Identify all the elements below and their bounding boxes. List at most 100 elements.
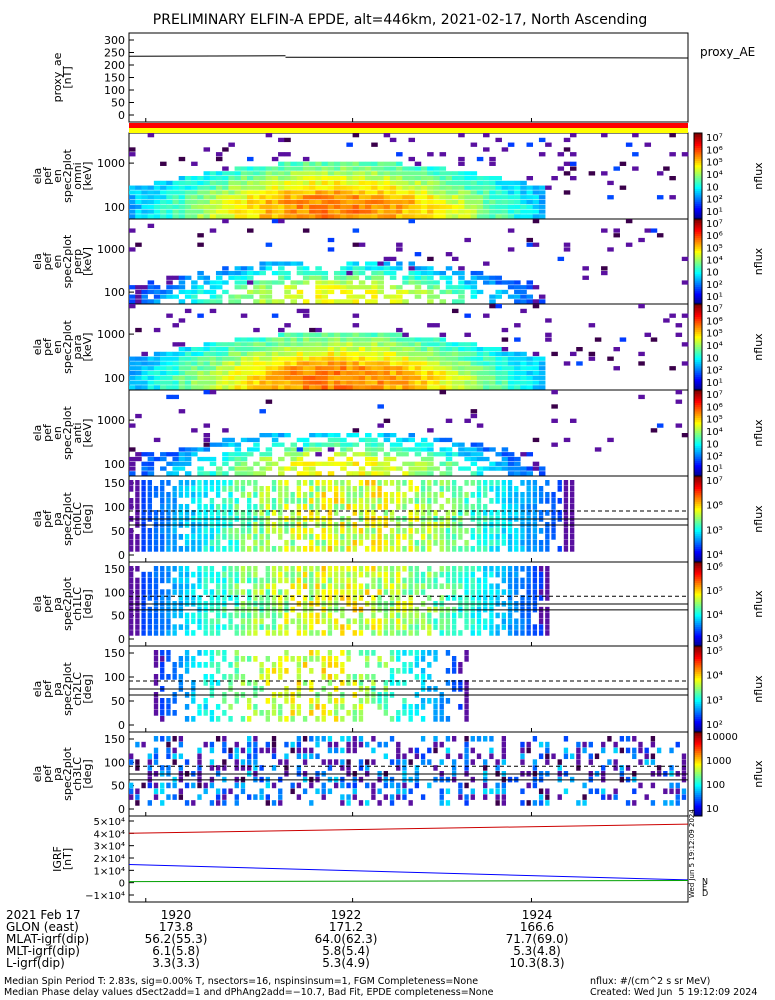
panel-en_para-cell	[464, 380, 471, 384]
panel-en_omni-cell	[235, 214, 242, 218]
panel-en_anti-cell	[340, 447, 347, 451]
proxy-ae-legend: proxy_AE	[700, 45, 755, 59]
panel-en_para-cell	[297, 380, 304, 384]
panel-en_anti-cell	[148, 462, 155, 466]
panel-en_omni-cell	[433, 205, 440, 209]
panel-pa_ch1-cell	[446, 584, 450, 590]
panel-en_perp-cell	[390, 257, 397, 261]
science-zone-bar-yellow	[129, 128, 688, 133]
panel-pa_ch0-cell	[284, 546, 288, 552]
panel-pa_ch0-cell	[415, 528, 419, 534]
panel-en_omni-cell	[334, 214, 341, 218]
panel-pa_ch2-cell	[390, 668, 394, 674]
panel-en_para-cell	[402, 357, 409, 361]
panel-en_para-cell	[508, 376, 515, 380]
panel-en_omni-cell	[322, 186, 329, 190]
panel-en_para-cell	[315, 361, 322, 365]
panel-en_para-cell	[160, 361, 167, 365]
panel-en_para-cell	[452, 361, 459, 365]
panel-en_omni-cell	[272, 214, 279, 218]
panel-en_omni-cbar-tick: 10²	[706, 195, 723, 206]
panel-pa_ch0-cell	[235, 480, 239, 486]
panel-pa_ch0-cell	[402, 534, 406, 540]
panel-pa_ch1-cell	[154, 619, 158, 625]
panel-en_anti-cell	[309, 447, 316, 451]
panel-en_perp-cbar-tick: 10²	[706, 280, 723, 291]
panel-pa_ch0-cell	[259, 546, 263, 552]
panel-en_omni-cell	[166, 181, 173, 185]
panel-pa_ch3-cell	[458, 783, 462, 789]
panel-en_omni-cell	[315, 186, 322, 190]
panel-en_omni-cell	[235, 205, 242, 209]
panel-pa_ch2-cell	[204, 650, 208, 656]
panel-en_anti-cell	[204, 433, 211, 437]
panel-en_omni-cell	[452, 176, 459, 180]
panel-pa_ch3-cell	[464, 736, 468, 742]
panel-pa_ch0-cell	[259, 540, 263, 546]
panel-en_perp-cell	[284, 276, 291, 280]
panel-en_perp-cell	[309, 276, 316, 280]
panel-pa_ch1-cell	[371, 630, 375, 636]
panel-en_para-cell	[440, 342, 447, 346]
panel-en_omni-cell	[415, 162, 422, 166]
panel-pa_ch0-cell	[421, 498, 425, 504]
panel-pa_ch0-ytick-label: 50	[111, 525, 125, 538]
panel-pa_ch1-cell	[204, 572, 208, 578]
panel-en_anti-cell	[446, 462, 453, 466]
panel-en_omni-cell	[433, 181, 440, 185]
panel-pa_ch1-cell	[309, 566, 313, 572]
panel-proxy_ae-ytick-label: 150	[104, 72, 125, 85]
panel-pa_ch0-cell	[185, 504, 189, 510]
panel-en_perp-cell	[508, 295, 515, 299]
panel-en_perp-cell	[228, 295, 235, 299]
panel-en_omni-cell	[669, 195, 676, 199]
panel-en_perp-cell	[520, 295, 527, 299]
panel-en_perp-cell	[533, 219, 540, 223]
panel-pa_ch0-cell	[489, 528, 493, 534]
panel-pa_ch0-cell	[315, 486, 319, 492]
panel-pa_ch0-cell	[458, 528, 462, 534]
panel-en_para-cell	[539, 366, 546, 370]
panel-pa_ch1-cell	[545, 578, 549, 584]
panel-en_para-cell	[247, 371, 254, 375]
panel-en_omni-cell	[390, 162, 397, 166]
panel-pa_ch0-cell	[197, 492, 201, 498]
panel-en_para-cell	[253, 366, 260, 370]
panel-pa_ch0-cell	[253, 528, 257, 534]
panel-en_para-cell	[204, 352, 211, 356]
panel-proxy_ae-ytick-label: 100	[104, 84, 125, 97]
panel-pa_ch1-cell	[371, 566, 375, 572]
panel-en_para-cell	[471, 361, 478, 365]
panel-pa_ch2-cell	[452, 656, 456, 662]
panel-en_omni-cbar-tick: 10⁵	[706, 158, 723, 169]
panel-pa_ch0-cell	[464, 498, 468, 504]
panel-en_anti-cell	[471, 457, 478, 461]
panel-en_omni-cell	[514, 205, 521, 209]
panel-en_para-cell	[160, 371, 167, 375]
panel-pa_ch3-cell	[353, 783, 357, 789]
panel-en_anti-cell	[471, 452, 478, 456]
panel-en_omni-cell	[210, 181, 217, 185]
panel-pa_ch2-cbar-label: nflux	[752, 675, 765, 703]
panel-en_perp-cell	[328, 285, 335, 289]
panel-pa_ch1-cell	[396, 630, 400, 636]
panel-pa_ch0-cell	[154, 528, 158, 534]
panel-en_para-cell	[353, 337, 360, 341]
panel-en_omni-cell	[284, 162, 291, 166]
panel-pa_ch1-cell	[253, 572, 257, 578]
panel-pa_ch0-cell	[353, 492, 357, 498]
panel-en_perp-cell	[415, 252, 422, 256]
panel-en_omni-cell	[284, 138, 291, 142]
panel-pa_ch0-cell	[396, 546, 400, 552]
panel-en_para-cell	[365, 333, 372, 337]
panel-en_para-cell	[303, 357, 310, 361]
panel-pa_ch1-cell	[284, 578, 288, 584]
panel-en_omni-cell	[179, 190, 186, 194]
panel-pa_ch2-cell	[458, 704, 462, 710]
panel-en_anti-cell	[259, 471, 266, 475]
panel-pa_ch2-cell	[421, 650, 425, 656]
panel-pa_ch0-cell	[377, 504, 381, 510]
panel-en_para-cell	[228, 380, 235, 384]
panel-en_omni-cell	[235, 166, 242, 170]
panel-en_anti-cell	[377, 471, 384, 475]
